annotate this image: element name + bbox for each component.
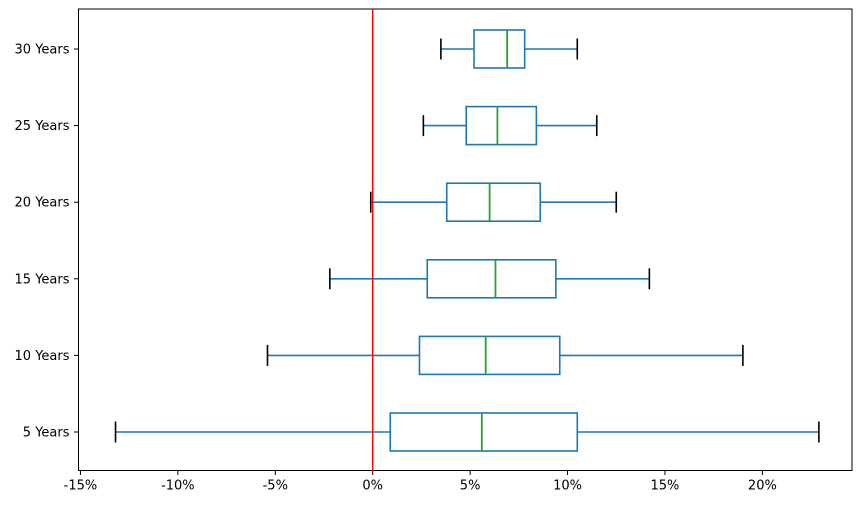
x-tick-label: 20% bbox=[748, 479, 777, 494]
y-tick-label: 20 Years bbox=[15, 196, 70, 211]
iqr-box bbox=[389, 412, 579, 452]
iqr-box bbox=[445, 182, 542, 222]
iqr-box bbox=[418, 335, 561, 376]
y-tick-label: 10 Years bbox=[15, 349, 70, 364]
y-tick-label: 15 Years bbox=[15, 272, 70, 287]
x-tick-label: -5% bbox=[263, 479, 288, 494]
y-tick-label: 5 Years bbox=[23, 426, 70, 441]
iqr-box bbox=[473, 29, 526, 69]
y-tick-label: 25 Years bbox=[15, 119, 70, 134]
x-tick-label: 0% bbox=[362, 479, 383, 494]
x-tick-label: -15% bbox=[64, 479, 98, 494]
x-tick-label: 15% bbox=[651, 479, 680, 494]
iqr-box bbox=[465, 105, 538, 146]
x-tick-label: -10% bbox=[161, 479, 195, 494]
iqr-box bbox=[426, 258, 557, 299]
axes-frame bbox=[78, 8, 853, 471]
x-tick-label: 5% bbox=[460, 479, 481, 494]
x-tick-label: 10% bbox=[553, 479, 582, 494]
y-tick-label: 30 Years bbox=[15, 43, 70, 58]
